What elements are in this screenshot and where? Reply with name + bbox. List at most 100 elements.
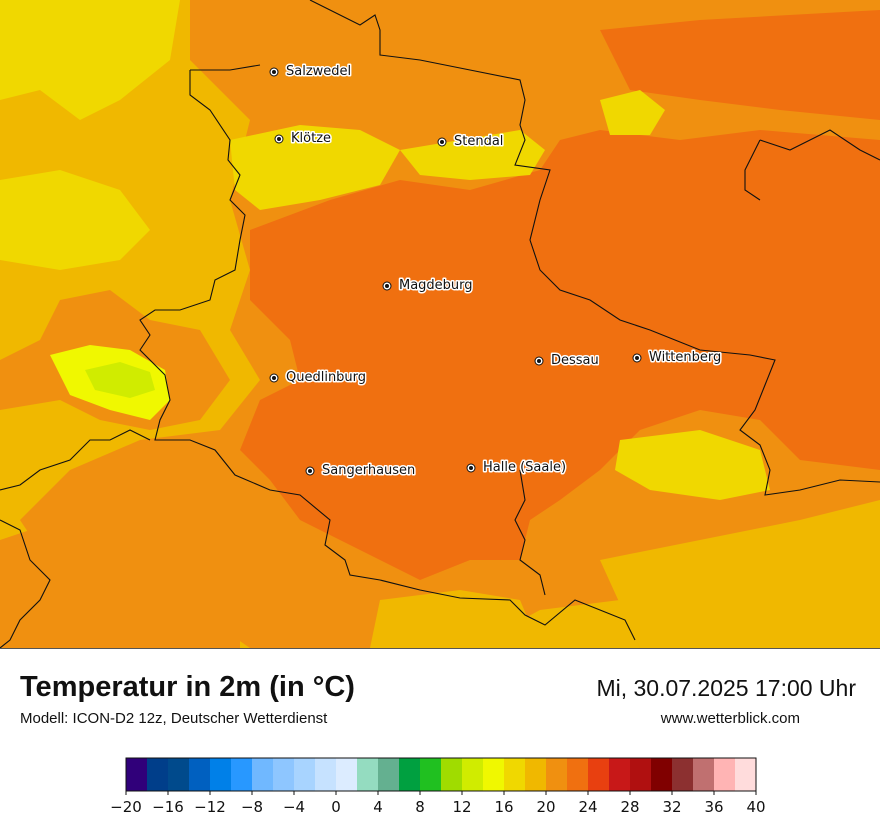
temperature-map: Salzwedel Klötze Stendal Magdeburg Dessa <box>0 0 880 649</box>
website-link[interactable]: www.wetterblick.com <box>660 710 800 727</box>
temp-zone-orange-north <box>600 10 880 120</box>
legend-tick-label: 0 <box>331 798 341 816</box>
city-label: Dessau <box>551 353 599 368</box>
border-line <box>0 429 151 491</box>
map-title: Temperatur in 2m (in °C) <box>20 671 355 703</box>
legend-swatch <box>210 758 232 791</box>
city-dot-center <box>537 359 541 363</box>
temp-zone-yellow-light-ne <box>600 90 665 135</box>
legend-swatch <box>336 758 358 791</box>
legend-swatch <box>315 758 337 791</box>
city-dot-center <box>385 284 389 288</box>
legend-tick-label: 36 <box>704 798 723 816</box>
temp-zone-orange <box>240 130 880 580</box>
legend-swatch <box>525 758 547 791</box>
legend-tick-label: −12 <box>194 798 226 816</box>
legend-tick-label: −8 <box>241 798 263 816</box>
map-footer: Temperatur in 2m (in °C) Modell: ICON-D2… <box>0 649 880 830</box>
city-wittenberg: Wittenberg <box>632 349 723 367</box>
legend-tick-label: −20 <box>110 798 142 816</box>
temp-zone-yellow-light-kloetze <box>230 125 400 210</box>
city-dessau: Dessau <box>534 352 600 370</box>
temp-zone-yellow-light-s <box>370 590 540 648</box>
legend-swatch <box>504 758 526 791</box>
legend-swatch <box>168 758 190 791</box>
temp-zone-yellow-light-w <box>0 170 150 270</box>
city-dot-center <box>635 356 639 360</box>
temp-zone-yellow-light-se <box>615 430 770 500</box>
legend-ticks: −20 −16 −12 −8 −4 0 4 8 12 16 20 24 28 32 36 40 <box>110 791 766 816</box>
legend-swatch <box>693 758 715 791</box>
city-markers: Salzwedel Klötze Stendal Magdeburg Dessa <box>269 63 723 480</box>
legend-tick-label: 4 <box>373 798 383 816</box>
city-halle: Halle (Saale) <box>466 459 568 477</box>
model-source: Modell: ICON-D2 12z, Deutscher Wetterdie… <box>20 710 328 727</box>
legend-swatch <box>189 758 211 791</box>
border-line <box>514 469 546 596</box>
city-dot-center <box>440 140 444 144</box>
city-kloetze: Klötze <box>274 130 333 148</box>
legend-tick-label: −4 <box>283 798 305 816</box>
legend-tick-label: 12 <box>452 798 471 816</box>
temp-zone-orange-light-south <box>0 520 240 648</box>
legend-swatch <box>273 758 295 791</box>
state-borders <box>0 0 880 648</box>
legend-tick-label: 32 <box>662 798 681 816</box>
legend-tick-label: 40 <box>746 798 765 816</box>
city-dot-center <box>308 469 312 473</box>
city-stendal: Stendal <box>437 133 505 151</box>
city-dot-center <box>272 70 276 74</box>
legend-tick-label: 24 <box>578 798 597 816</box>
legend-swatch <box>126 758 148 791</box>
legend-swatch <box>483 758 505 791</box>
city-salzwedel: Salzwedel <box>269 63 353 81</box>
border-line <box>309 0 880 496</box>
border-line <box>139 70 636 641</box>
temp-zone-yellow-light-nw <box>0 0 180 120</box>
legend-tick-label: 8 <box>415 798 425 816</box>
legend-swatch <box>378 758 400 791</box>
legend-swatches <box>126 758 757 791</box>
legend-swatch <box>588 758 610 791</box>
city-label: Magdeburg <box>399 278 473 293</box>
legend-tick-label: 28 <box>620 798 639 816</box>
legend-swatch <box>462 758 484 791</box>
city-dot-center <box>469 466 473 470</box>
temp-zone-yellow-light-north <box>400 130 545 180</box>
legend-swatch <box>567 758 589 791</box>
forecast-datetime: Mi, 30.07.2025 17:00 Uhr <box>596 675 856 701</box>
legend-swatch <box>147 758 169 791</box>
legend-swatch <box>714 758 736 791</box>
border-line <box>0 519 51 648</box>
city-dot-center <box>277 137 281 141</box>
legend-swatch <box>420 758 442 791</box>
legend-swatch <box>252 758 274 791</box>
border-line <box>744 139 761 201</box>
city-label: Wittenberg <box>649 350 721 365</box>
legend-tick-label: 20 <box>536 798 555 816</box>
city-dot-center <box>272 376 276 380</box>
legend-tick-label: 16 <box>494 798 513 816</box>
city-label: Salzwedel <box>286 64 351 79</box>
legend-swatch <box>672 758 694 791</box>
border-line <box>759 129 880 161</box>
legend-swatch <box>735 758 757 791</box>
legend-frame <box>125 757 757 792</box>
city-sangerhausen: Sangerhausen <box>305 462 417 480</box>
city-label: Klötze <box>291 131 331 146</box>
city-label: Stendal <box>454 134 503 149</box>
legend-tick-label: −16 <box>152 798 184 816</box>
legend-swatch <box>441 758 463 791</box>
city-quedlinburg: Quedlinburg <box>269 369 368 387</box>
temp-zone-yellow-s <box>600 500 880 648</box>
city-magdeburg: Magdeburg <box>382 277 474 295</box>
color-legend: −20 −16 −12 −8 −4 0 4 8 12 16 20 24 28 32 36 40 <box>110 757 766 816</box>
legend-swatch <box>231 758 253 791</box>
legend-swatch <box>294 758 316 791</box>
legend-swatch <box>399 758 421 791</box>
legend-swatch <box>630 758 652 791</box>
city-label: Quedlinburg <box>286 370 366 385</box>
border-line <box>190 64 261 71</box>
map-canvas: Salzwedel Klötze Stendal Magdeburg Dessa <box>0 0 880 648</box>
legend-swatch <box>609 758 631 791</box>
